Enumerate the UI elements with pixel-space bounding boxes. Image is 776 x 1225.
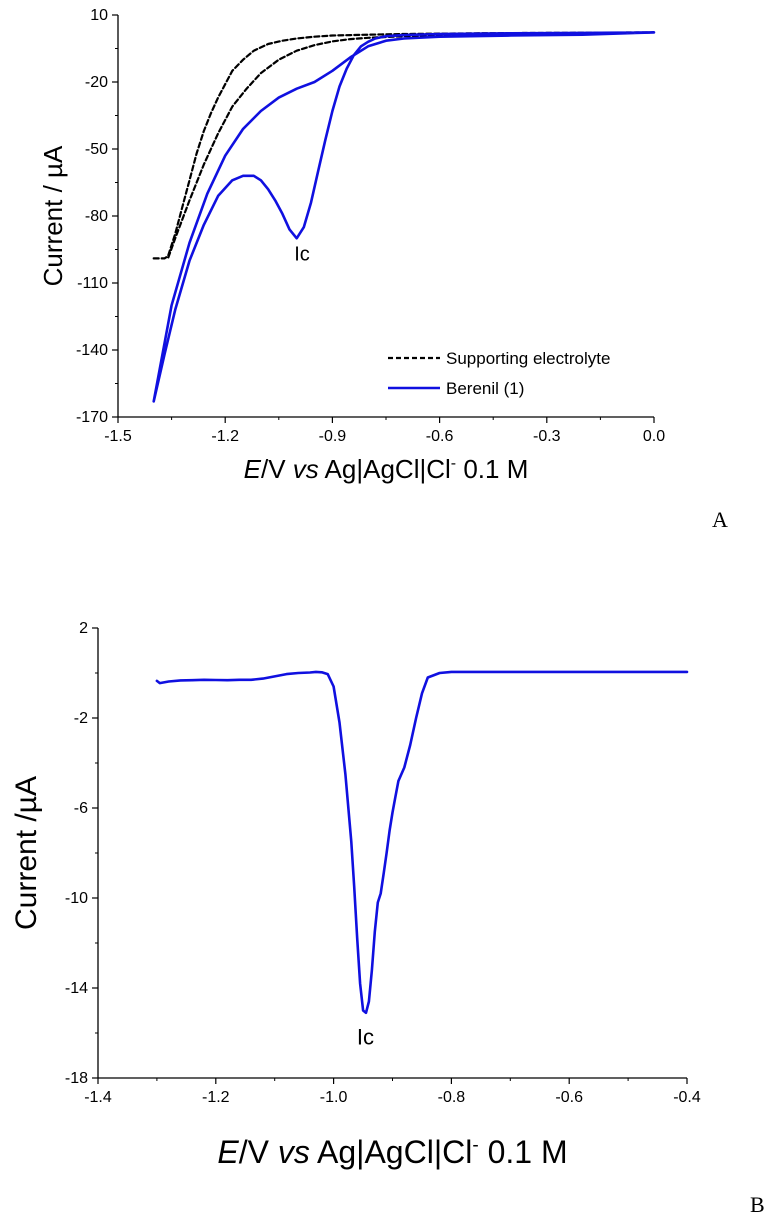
- x-tick-label: 0.0: [643, 428, 665, 445]
- x-tick-label: -1.5: [104, 428, 132, 445]
- x-axis-label: E/V vs Ag|AgCl|Cl- 0.1 M: [217, 1134, 567, 1170]
- x-tick-label: -1.2: [211, 428, 239, 445]
- x-tick-label: -0.4: [673, 1089, 701, 1106]
- x-tick-label: -0.9: [319, 428, 347, 445]
- legend: Supporting electrolyte Berenil (1): [388, 349, 610, 398]
- series-line-berenil-1: [152, 31, 656, 403]
- y-tick-label: -10: [65, 890, 88, 907]
- y-tick-label: 10: [90, 7, 108, 24]
- x-tick-label: -1.4: [84, 1089, 112, 1106]
- y-axis-label: Current / µA: [38, 145, 68, 286]
- panel-label-a: A: [712, 507, 728, 532]
- legend-label: Supporting electrolyte: [446, 349, 610, 368]
- x-tick-label: -1.2: [202, 1089, 230, 1106]
- x-tick-label: -1.0: [320, 1089, 348, 1106]
- peak-annotation: Ic: [357, 1024, 374, 1049]
- y-tick-label: -2: [74, 710, 88, 727]
- x-axis-label: E/V vs Ag|AgCl|Cl- 0.1 M: [244, 454, 529, 484]
- y-axis-label: Current /µA: [10, 776, 43, 930]
- series-line-current: [155, 670, 689, 1015]
- y-tick-label: -18: [65, 1070, 88, 1087]
- y-tick-label: -110: [77, 275, 108, 292]
- y-tick-label: -80: [85, 208, 108, 225]
- y-tick-label: -6: [74, 800, 88, 817]
- legend-label: Berenil (1): [446, 379, 524, 398]
- x-tick-label: -0.6: [426, 428, 454, 445]
- y-tick-label: -140: [76, 342, 108, 359]
- peak-annotation: Ic: [294, 244, 310, 266]
- chart-panel-a: -1.5 -1.2 -0.9 -0.6 -0.3 0.0 10 -20 -50 -80 -110 -1…: [38, 7, 665, 484]
- series-line-supporting-electrolyte: [152, 31, 656, 260]
- x-tick-label: -0.8: [438, 1089, 466, 1106]
- chart-panel-b: -1.4 -1.2 -1.0 -0.8 -0.6 -0.4 2 -2 -6 -10 -14 -18 E/…: [10, 620, 701, 1170]
- y-tick-label: -14: [65, 980, 88, 997]
- y-tick-label: -50: [85, 141, 108, 158]
- x-tick-label: -0.6: [555, 1089, 583, 1106]
- y-tick-label: -170: [76, 409, 108, 426]
- panel-label-b: B: [750, 1192, 765, 1217]
- y-tick-label: 2: [79, 620, 88, 637]
- x-tick-label: -0.3: [533, 428, 561, 445]
- y-tick-label: -20: [85, 74, 108, 91]
